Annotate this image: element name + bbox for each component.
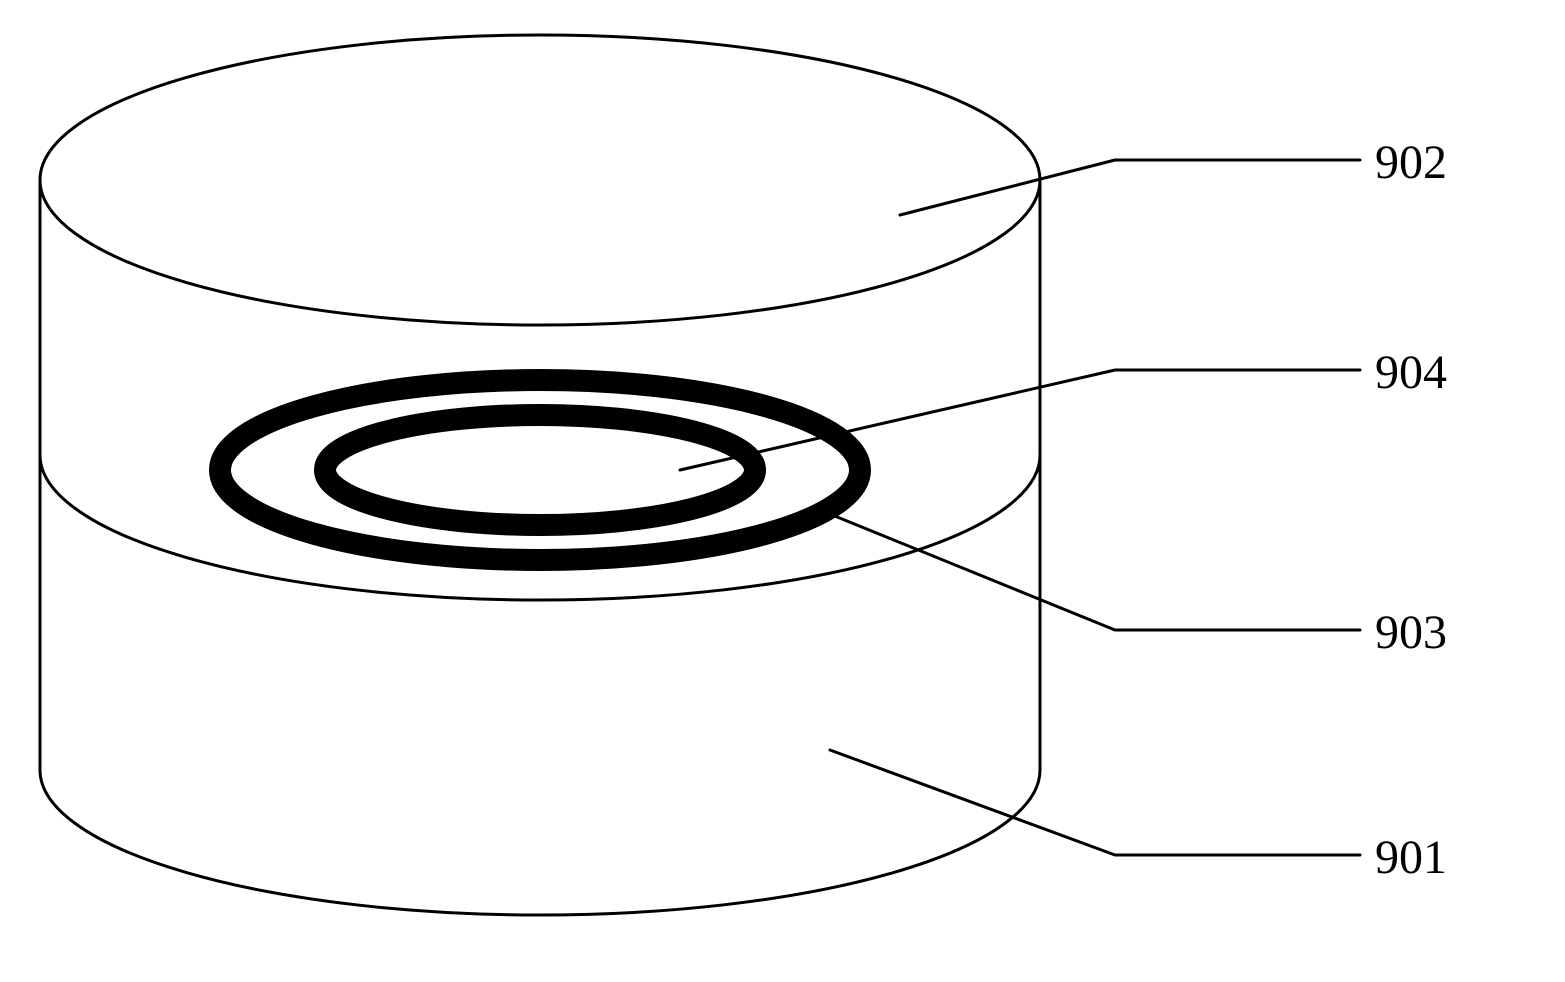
ref-label-901: 901 <box>1375 830 1447 885</box>
ref-label-902: 902 <box>1375 135 1447 190</box>
ref-label-903: 903 <box>1375 605 1447 660</box>
ref-label-904: 904 <box>1375 345 1447 400</box>
